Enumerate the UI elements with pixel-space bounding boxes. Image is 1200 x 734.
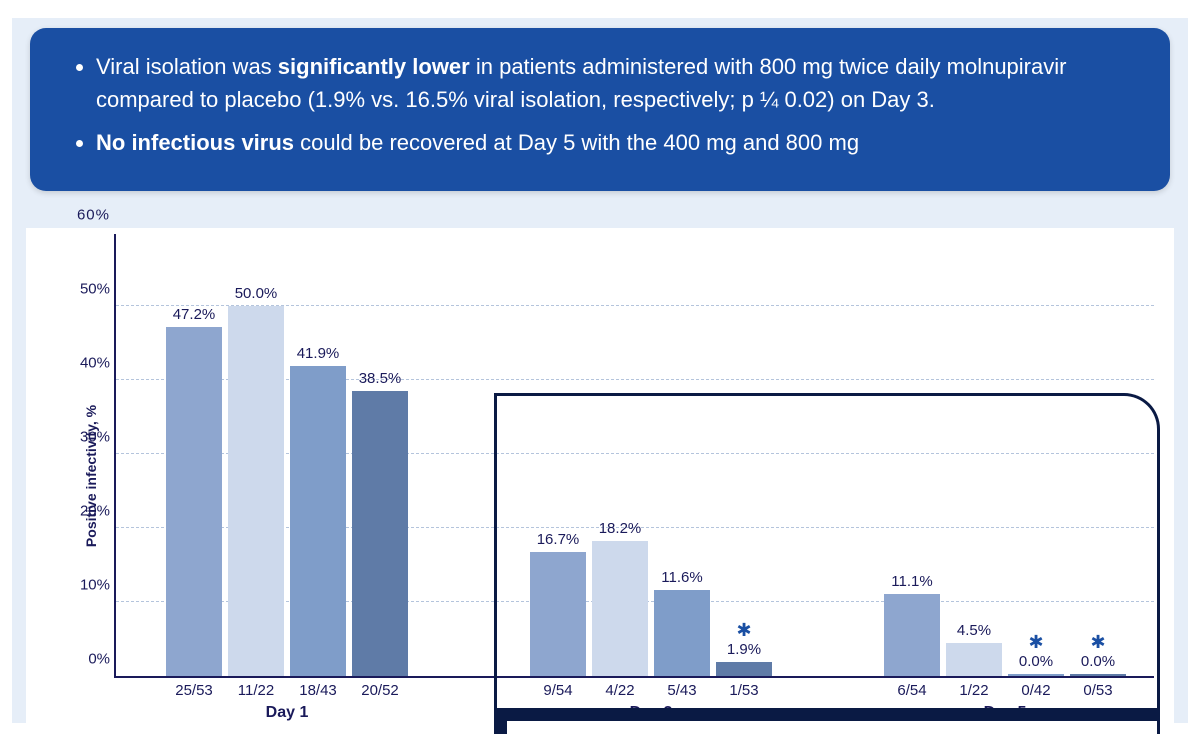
y-tick: 60% — [62, 207, 110, 224]
bar-group: 16.7%9/5418.2%4/2211.6%5/43✱1.9%1/53Day … — [530, 520, 772, 676]
x-tick-fraction: 4/22 — [605, 682, 634, 699]
bar-column: ✱1.9%1/53 — [716, 621, 772, 676]
y-tick: 20% — [62, 503, 110, 520]
bar-column: 11.1%6/54 — [884, 573, 940, 676]
plot-area: 0%10%20%30%40%50%60%47.2%25/5350.0%11/22… — [114, 234, 1154, 678]
bar — [946, 643, 1002, 676]
x-tick-fraction: 6/54 — [897, 682, 926, 699]
bar — [1008, 674, 1064, 676]
bar-value-label: 41.9% — [297, 345, 340, 362]
bar-column: 4.5%1/22 — [946, 622, 1002, 676]
y-tick: 10% — [62, 577, 110, 594]
bar-value-label: 38.5% — [359, 370, 402, 387]
x-tick-fraction: 20/52 — [361, 682, 399, 699]
bar-column: ✱0.0%0/53 — [1070, 633, 1126, 676]
group-label: Day 3 — [630, 704, 673, 722]
bar-value-label: 47.2% — [173, 306, 216, 323]
x-tick-fraction: 18/43 — [299, 682, 337, 699]
bar-column: 11.6%5/43 — [654, 569, 710, 676]
group-label: Day 1 — [266, 704, 309, 722]
summary-bullet-2: No infectious virus could be recovered a… — [96, 126, 1134, 159]
bullet2-bold: No infectious virus — [96, 130, 294, 155]
summary-list: Viral isolation was significantly lower … — [96, 50, 1134, 159]
bar-column: ✱0.0%0/42 — [1008, 633, 1064, 676]
bullet1-prefix: Viral isolation was — [96, 54, 278, 79]
bar-group: 47.2%25/5350.0%11/2241.9%18/4338.5%20/52… — [166, 285, 408, 676]
slide-frame: Viral isolation was significantly lower … — [12, 18, 1188, 723]
significance-star-icon: ✱ — [1028, 633, 1043, 651]
y-axis-label: Positive infectivity, % — [83, 404, 99, 546]
bar-value-label: 18.2% — [599, 520, 642, 537]
bar-value-label: 16.7% — [537, 531, 580, 548]
bar-value-label: 50.0% — [235, 285, 278, 302]
bar-column: 38.5%20/52 — [352, 370, 408, 676]
x-tick-fraction: 9/54 — [543, 682, 572, 699]
bar — [1070, 674, 1126, 676]
y-tick: 30% — [62, 429, 110, 446]
bar-column: 18.2%4/22 — [592, 520, 648, 676]
bar-value-label: 0.0% — [1081, 653, 1115, 670]
x-tick-fraction: 0/42 — [1021, 682, 1050, 699]
bar-column: 41.9%18/43 — [290, 345, 346, 676]
bar-value-label: 1.9% — [727, 641, 761, 658]
x-tick-fraction: 1/22 — [959, 682, 988, 699]
group-label: Day 5 — [984, 704, 1027, 722]
y-tick: 40% — [62, 355, 110, 372]
bullet1-bold: significantly lower — [278, 54, 470, 79]
summary-banner: Viral isolation was significantly lower … — [30, 28, 1170, 191]
x-tick-fraction: 25/53 — [175, 682, 213, 699]
summary-bullet-1: Viral isolation was significantly lower … — [96, 50, 1134, 116]
bar-column: 16.7%9/54 — [530, 531, 586, 676]
x-tick-fraction: 1/53 — [729, 682, 758, 699]
bar — [290, 366, 346, 676]
x-tick-fraction: 5/43 — [667, 682, 696, 699]
significance-star-icon: ✱ — [736, 621, 751, 639]
x-tick-fraction: 0/53 — [1083, 682, 1112, 699]
bar-value-label: 4.5% — [957, 622, 991, 639]
bar-value-label: 0.0% — [1019, 653, 1053, 670]
x-tick-fraction: 11/22 — [238, 682, 274, 699]
bar-column: 47.2%25/53 — [166, 306, 222, 676]
bar — [716, 662, 772, 676]
significance-star-icon: ✱ — [1090, 633, 1105, 651]
chart-container: Positive infectivity, % 0% 10% 20% 30% 40% 50… — [26, 228, 1174, 723]
highlight-box-bottom — [494, 708, 1160, 734]
bar — [530, 552, 586, 676]
bar-value-label: 11.6% — [661, 569, 702, 586]
bar — [884, 594, 940, 676]
bar — [654, 590, 710, 676]
bar — [228, 306, 284, 676]
y-tick: 0% — [62, 651, 110, 668]
bar — [352, 391, 408, 676]
bar-value-label: 11.1% — [891, 573, 932, 590]
bar — [166, 327, 222, 676]
bar — [592, 541, 648, 676]
bar-column: 50.0%11/22 — [228, 285, 284, 676]
bullet2-suffix: could be recovered at Day 5 with the 400… — [294, 130, 859, 155]
bar-group: 11.1%6/544.5%1/22✱0.0%0/42✱0.0%0/53Day 5 — [884, 573, 1126, 676]
y-tick: 50% — [62, 281, 110, 298]
